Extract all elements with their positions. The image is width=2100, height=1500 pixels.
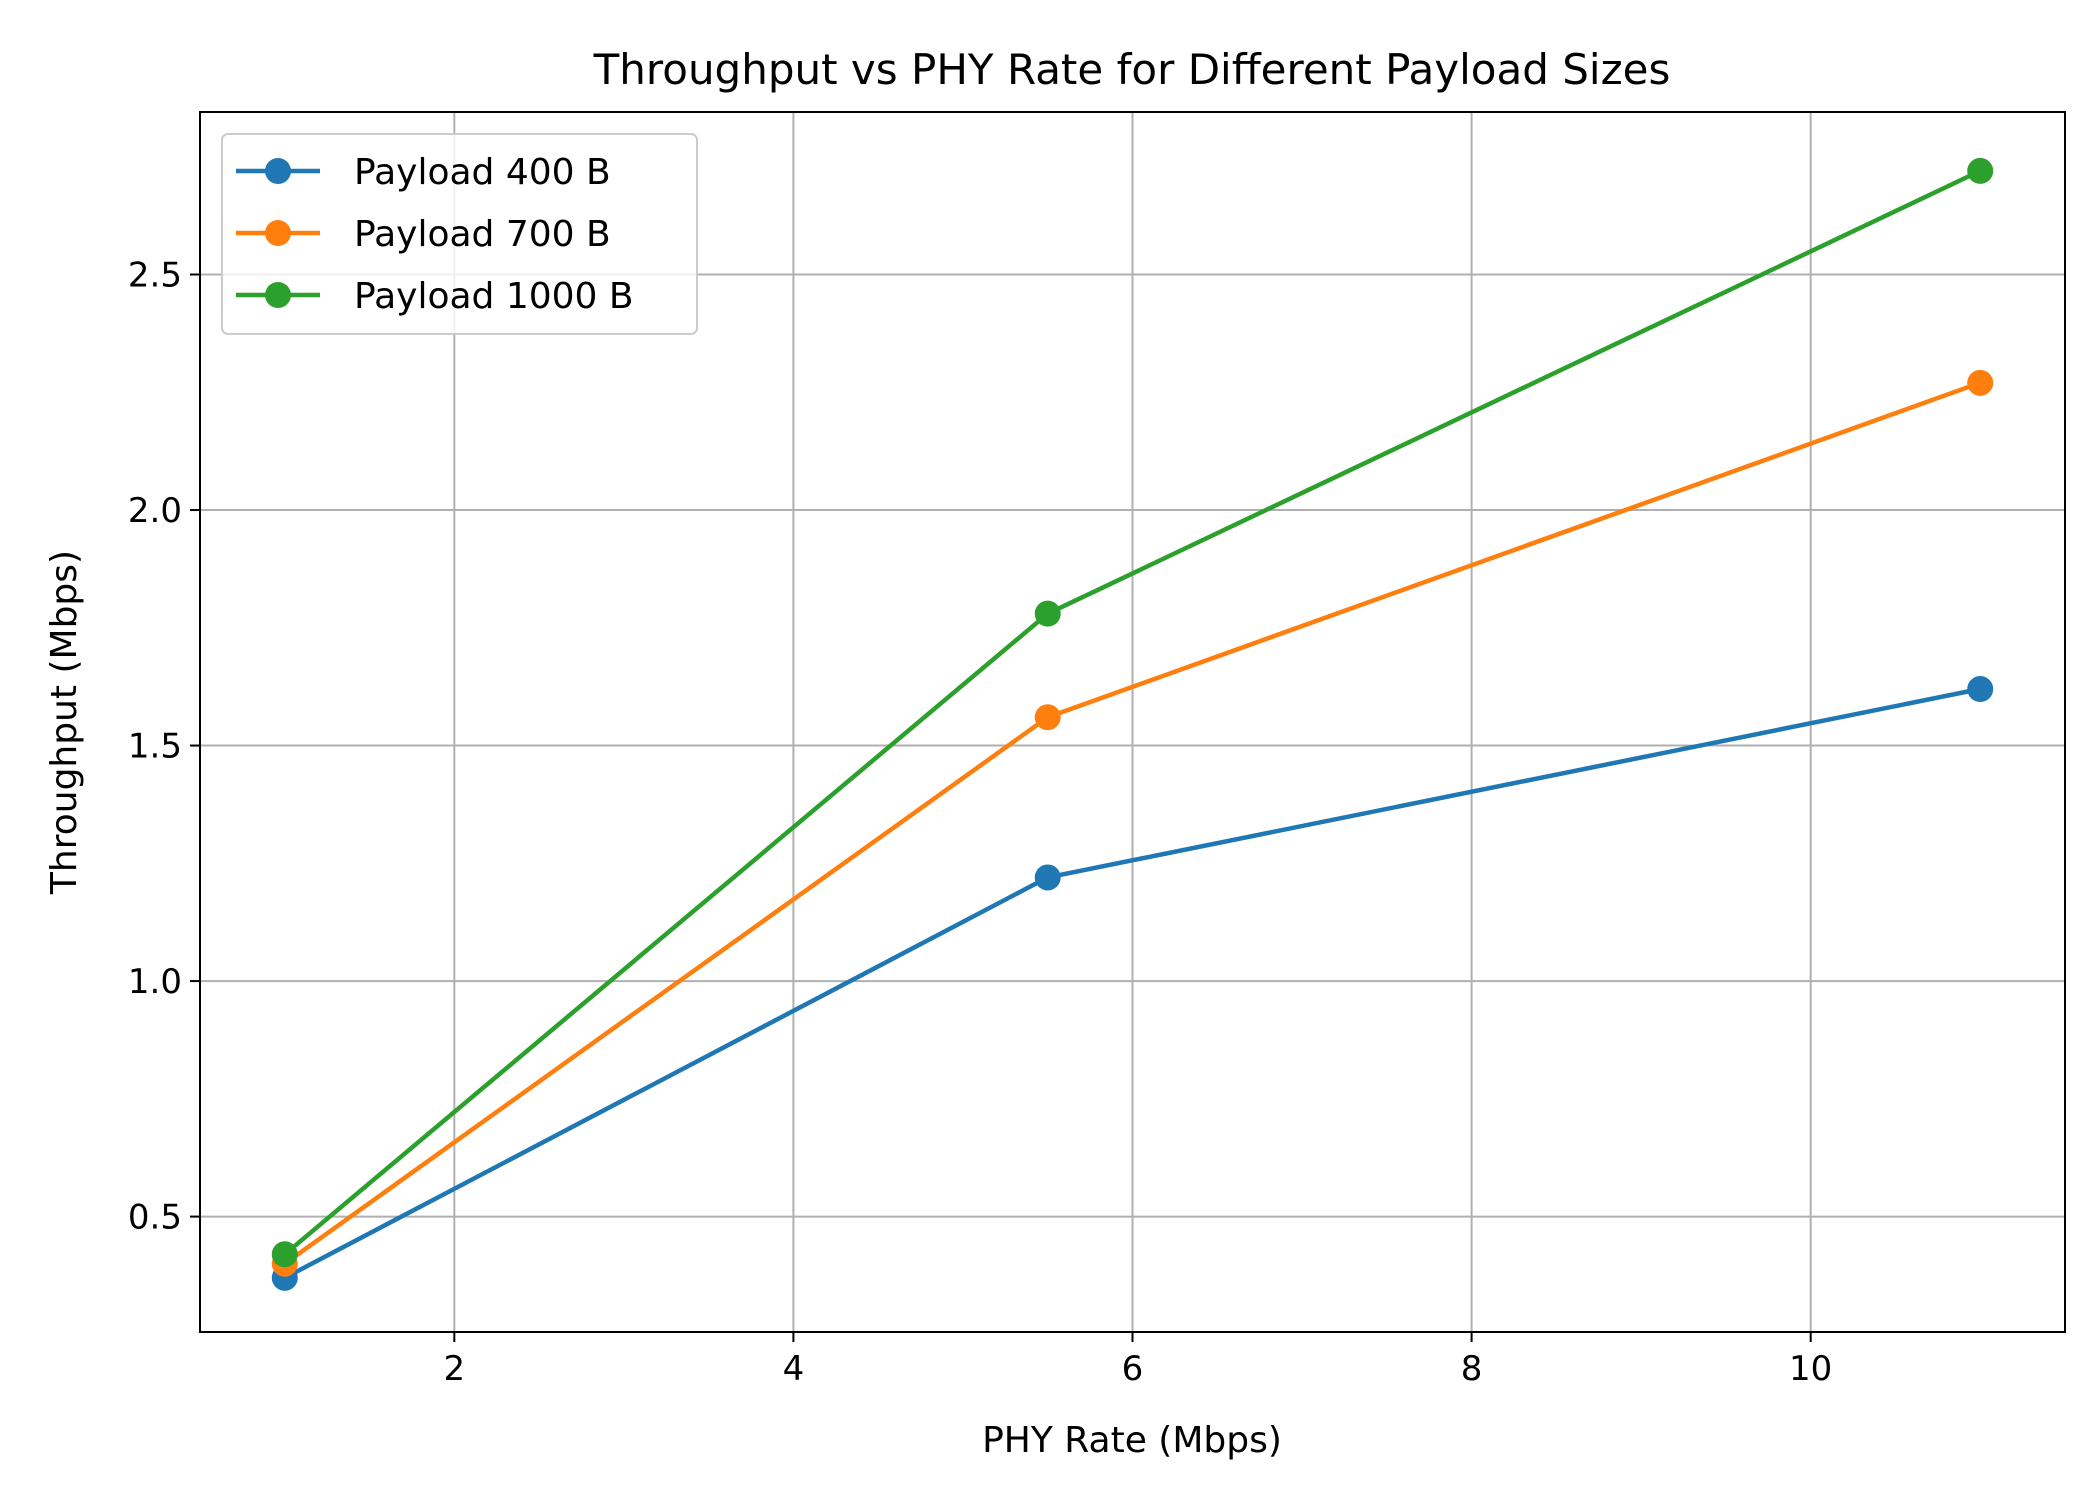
y-tick-label: 0.5 bbox=[128, 1198, 182, 1238]
data-point bbox=[1034, 600, 1061, 627]
data-point bbox=[1967, 369, 1994, 396]
grid-lines bbox=[200, 112, 2065, 1332]
y-tick-label: 1.5 bbox=[128, 727, 182, 767]
legend-marker bbox=[265, 220, 291, 246]
x-tick-label: 8 bbox=[1461, 1349, 1483, 1389]
legend-label: Payload 400 B bbox=[354, 152, 611, 193]
x-tick-label: 4 bbox=[783, 1349, 805, 1389]
x-tick-label: 2 bbox=[443, 1349, 465, 1389]
y-tick-label: 1.0 bbox=[128, 962, 182, 1002]
data-point bbox=[1967, 676, 1994, 703]
legend: Payload 400 B Payload 700 B Payload 1000 B bbox=[221, 133, 698, 335]
legend-label: Payload 700 B bbox=[354, 214, 611, 255]
chart-title: Throughput vs PHY Rate for Different Pay… bbox=[593, 45, 1671, 94]
legend-marker bbox=[265, 282, 291, 308]
data-point bbox=[271, 1241, 298, 1268]
data-point bbox=[1034, 864, 1061, 891]
legend-marker bbox=[265, 158, 291, 184]
y-tick-label: 2.5 bbox=[128, 256, 182, 296]
legend-box bbox=[221, 133, 698, 335]
y-axis-label: Throughput (Mbps) bbox=[44, 550, 85, 895]
x-axis-label: PHY Rate (Mbps) bbox=[982, 1420, 1282, 1461]
data-point bbox=[1967, 157, 1994, 184]
legend-label: Payload 1000 B bbox=[354, 276, 634, 317]
series-lines bbox=[271, 157, 1994, 1291]
x-tick-label: 6 bbox=[1122, 1349, 1144, 1389]
data-point bbox=[1034, 704, 1061, 731]
y-tick-label: 2.0 bbox=[128, 491, 182, 531]
x-tick-label: 10 bbox=[1789, 1349, 1832, 1389]
axis-ticks: 2 4 6 8 10 0.5 1.0 1.5 2.0 2.5 bbox=[128, 256, 1832, 1389]
